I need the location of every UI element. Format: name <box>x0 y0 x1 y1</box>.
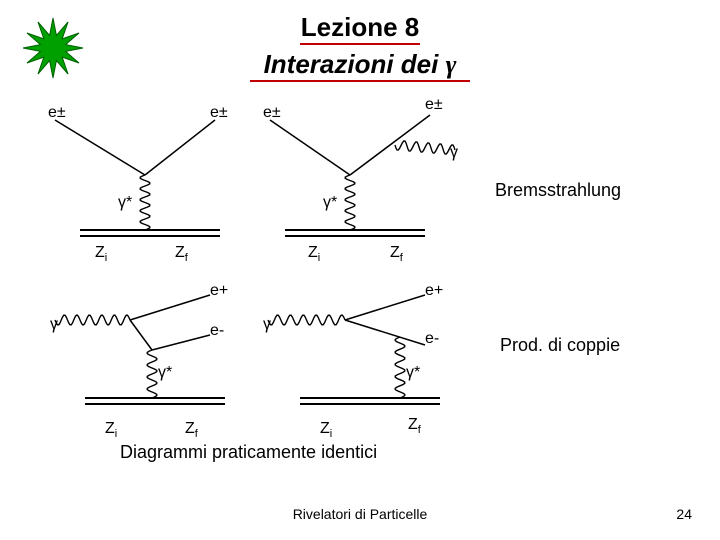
brems2-zf: Zf <box>390 244 403 264</box>
footer-text: Rivelatori di Particelle <box>0 506 720 522</box>
brems2-gamma-star: γ* <box>323 194 337 212</box>
brems1-e-in: e± <box>48 104 66 122</box>
pair1-gamma-in: γ <box>50 316 58 334</box>
pair1-e-minus: e- <box>210 322 224 340</box>
brems2-e-out: e± <box>425 96 443 114</box>
pair2-zf: Zf <box>408 416 421 436</box>
pair1-e-plus: e+ <box>210 282 228 300</box>
identical-diagrams-caption: Diagrammi praticamente identici <box>120 442 377 463</box>
bremsstrahlung-label: Bremsstrahlung <box>495 180 621 201</box>
pair2-e-minus: e- <box>425 330 439 348</box>
brems1-gamma-star: γ* <box>118 194 132 212</box>
pair2-gamma-in: γ <box>263 316 271 334</box>
pair2-gamma-star: γ* <box>406 364 420 382</box>
page-number: 24 <box>676 506 692 522</box>
brems1-zi: Zi <box>95 244 107 264</box>
brems2-zi: Zi <box>308 244 320 264</box>
brems1-e-out: e± <box>210 104 228 122</box>
pair2-e-plus: e+ <box>425 282 443 300</box>
starburst-icon <box>23 18 83 78</box>
pair1-gamma-star: γ* <box>158 364 172 382</box>
brems1-zf: Zf <box>175 244 188 264</box>
brems2-e-in: e± <box>263 104 281 122</box>
pair-production-label: Prod. di coppie <box>500 335 620 356</box>
brems2-gamma-out: γ <box>450 144 458 162</box>
pair2-zi: Zi <box>320 420 332 440</box>
pair1-zi: Zi <box>105 420 117 440</box>
pair1-zf: Zf <box>185 420 198 440</box>
